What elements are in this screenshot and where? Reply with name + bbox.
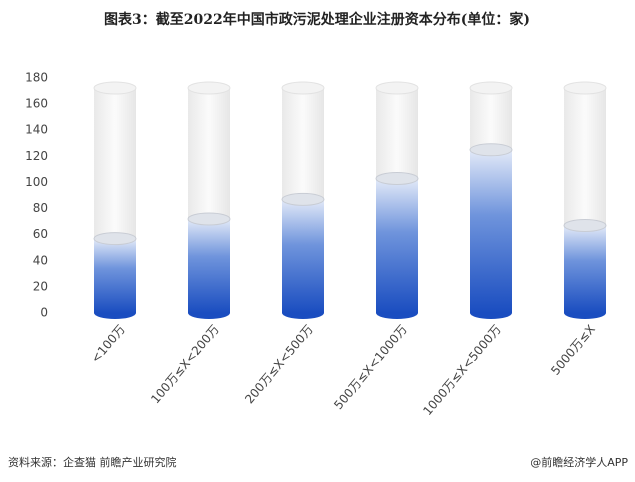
y-tick-label: 60 — [33, 227, 48, 241]
y-tick-label: 140 — [25, 123, 48, 137]
bar — [93, 232, 137, 319]
watermark: @前瞻经济学人APP — [530, 455, 628, 469]
glass-top — [563, 81, 607, 95]
y-tick-label: 160 — [25, 97, 48, 111]
bar-top — [187, 212, 231, 226]
bar-body — [188, 219, 230, 313]
chart-title: 图表3：截至2022年中国市政污泥处理企业注册资本分布(单位：家) — [104, 11, 530, 28]
bar-body — [564, 225, 606, 313]
x-tick-label: 1000万≤X<5000万 — [420, 322, 504, 418]
x-tick-label: <100万 — [88, 322, 128, 365]
bar-body — [376, 178, 418, 313]
glass-top — [187, 81, 231, 95]
bar-top — [563, 219, 607, 233]
x-tick-label: 200万≤X<500万 — [242, 322, 316, 406]
source: 资料来源：企查猫 前瞻产业研究院 — [8, 455, 177, 469]
bar-top — [281, 192, 325, 206]
x-tick-label: 100万≤X<200万 — [148, 322, 222, 406]
x-tick-label: 500万≤X<1000万 — [331, 322, 410, 412]
y-tick-label: 80 — [33, 201, 48, 215]
y-tick-label: 20 — [33, 279, 48, 293]
bar-body — [94, 238, 136, 313]
glass-top — [375, 81, 419, 95]
bar-top — [375, 172, 419, 186]
y-tick-label: 120 — [25, 149, 48, 163]
glass-top — [281, 81, 325, 95]
bar — [469, 143, 513, 319]
bar — [281, 192, 325, 319]
y-tick-label: 40 — [33, 253, 48, 267]
glass-top — [93, 81, 137, 95]
y-tick-label: 180 — [25, 71, 48, 85]
bar-body — [470, 149, 512, 313]
bar — [563, 219, 607, 319]
bar — [187, 212, 231, 319]
bar-body — [282, 199, 324, 313]
y-tick-label: 0 — [40, 306, 48, 320]
bar — [375, 172, 419, 319]
y-tick-label: 100 — [25, 175, 48, 189]
x-tick-label: 5000万≤X — [548, 322, 598, 378]
glass-top — [469, 81, 513, 95]
bar-top — [469, 143, 513, 157]
bar-top — [93, 232, 137, 246]
